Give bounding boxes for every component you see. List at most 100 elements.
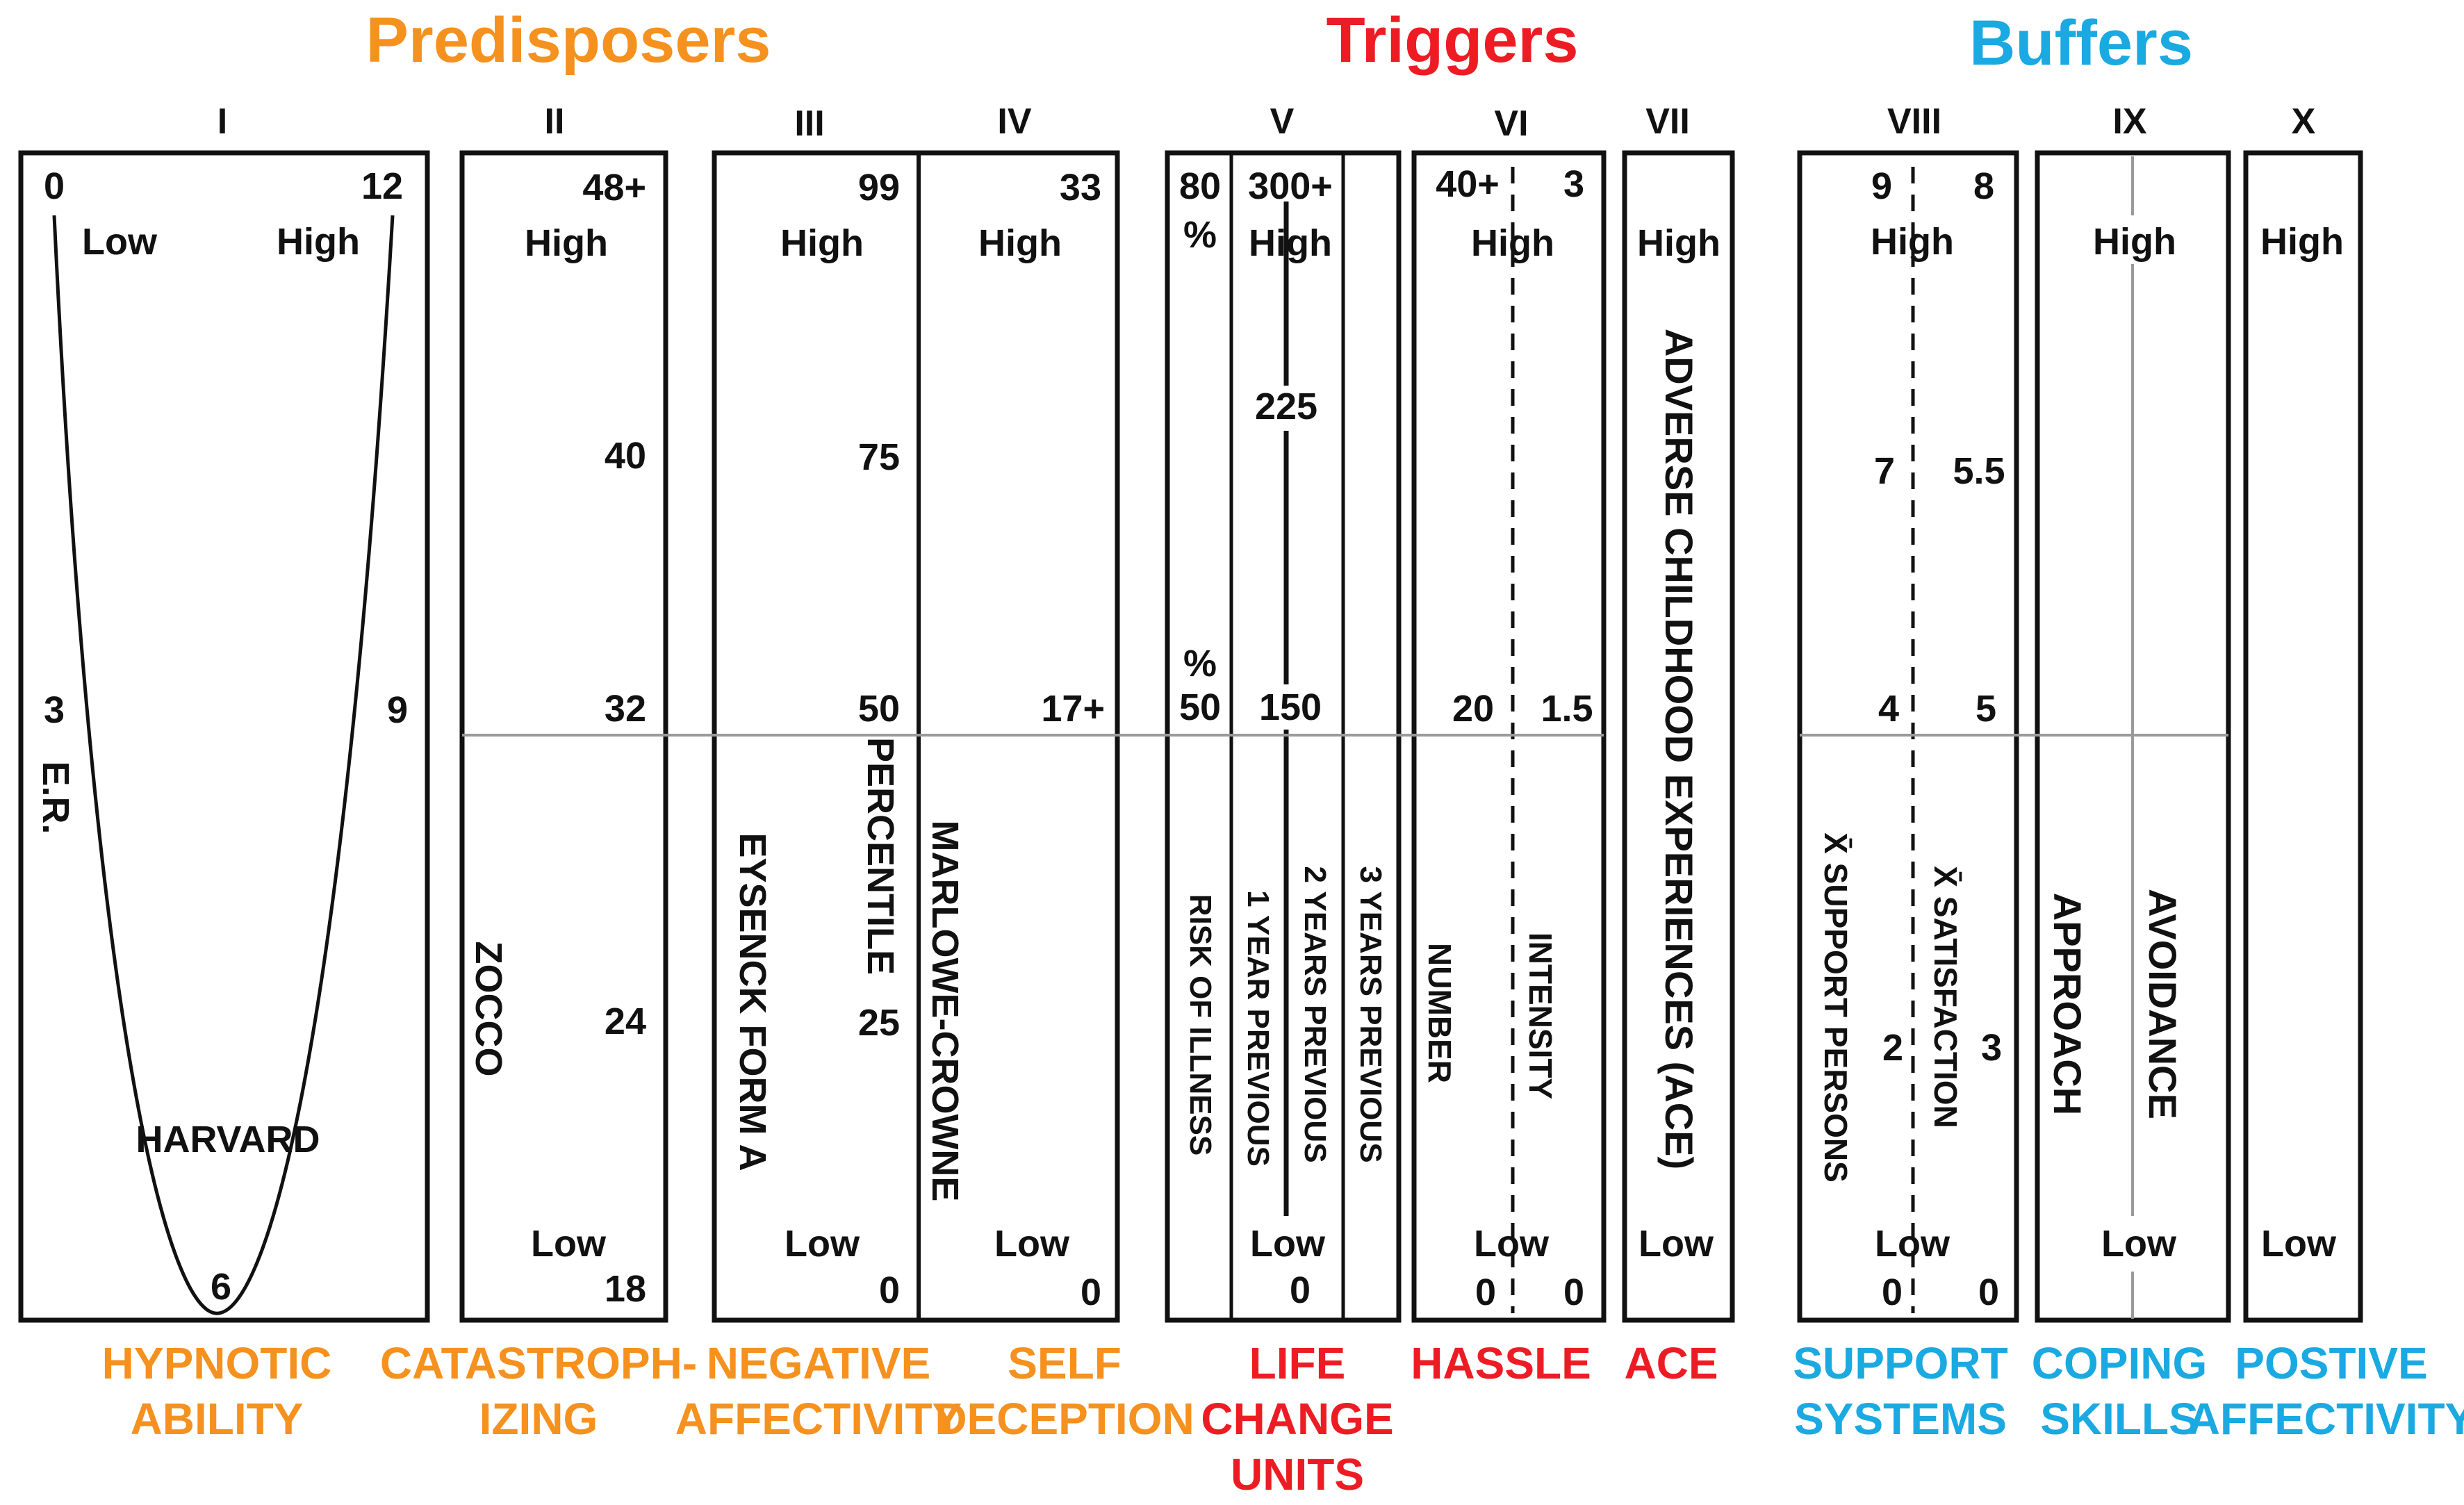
v-pct-sign-top: % [1183,214,1217,256]
vii-low-label: Low [1638,1223,1714,1265]
vi-bottom-left-value: 0 [1475,1272,1497,1313]
box-vii [1622,150,1735,1323]
roman-iii: III [794,104,825,144]
viii-value-7: 7 [1873,450,1896,492]
iii-high-label: High [780,222,864,264]
v-high-label: High [1249,222,1332,264]
vii-high-label: High [1637,222,1720,264]
vi-top-left-value: 40+ [1436,163,1500,205]
footer-line: AFFECTIVITY [675,1394,962,1444]
footer-line: LIFE [1249,1338,1346,1388]
i-high-label: High [277,221,360,263]
v-pct-80: 80 [1178,165,1222,207]
footer-line: DECEPTION [935,1394,1194,1444]
viii-support-persons-label: X̄ SUPPORT PERSONS [1818,832,1854,1183]
vi-bottom-right-value: 0 [1563,1272,1585,1313]
v-value-225: 225 [1254,386,1318,427]
viii-satisfaction-label: X̄ SATISFACTION [1928,866,1964,1128]
footer-support-systems: SUPPORT SYSTEMS [1793,1335,2007,1447]
viii-low-label: Low [1875,1223,1950,1265]
v-pct-50: 50 [1178,686,1222,728]
footer-line: IZING [479,1394,598,1444]
box-x [2243,150,2363,1323]
viii-value-5-5: 5.5 [1953,450,2005,492]
iv-value-17: 17+ [1041,688,1105,730]
footer-negative-affectivity: NEGATIVE AFFECTIVITY [675,1335,962,1447]
footer-line: AFFECTIVITY [2187,1394,2464,1444]
footer-line: SUPPORT [1793,1338,2008,1388]
iv-top-value: 33 [1059,167,1101,208]
ix-low-label: Low [2101,1223,2176,1265]
iii-value-75: 75 [857,436,900,478]
roman-vi: VI [1494,104,1529,144]
roman-i: I [217,101,228,142]
iv-marlowe-label: MARLOWE-CROWNE [924,820,966,1202]
viii-value-2: 2 [1882,1027,1904,1069]
footer-line: ACE [1624,1338,1718,1388]
viii-top-left-value: 9 [1871,165,1893,207]
footer-line: SYSTEMS [1794,1394,2007,1444]
vi-top-right-value: 3 [1563,163,1585,205]
iii-value-50: 50 [857,688,900,730]
i-top-right-value: 12 [361,165,404,207]
i-harvard-label: HARVARD [135,1119,320,1160]
iv-low-label: Low [994,1223,1069,1265]
vi-low-label: Low [1474,1223,1549,1265]
footer-line: SELF [1008,1338,1122,1388]
viii-bottom-right-value: 0 [1978,1272,2000,1313]
roman-ix: IX [2112,101,2147,142]
vi-mid-left-value: 20 [1452,688,1495,730]
viii-bottom-left-value: 0 [1881,1272,1903,1313]
i-top-left-value: 0 [43,165,65,207]
roman-x: X [2291,101,2316,142]
footer-positive-affectivity: POSTIVE AFFECTIVITY [2188,1335,2464,1447]
footer-line: HASSLE [1411,1338,1591,1388]
footer-catastrophizing: CATASTROPH- IZING [380,1335,697,1447]
v-value-0: 0 [1289,1269,1311,1311]
v-value-150: 150 [1258,686,1322,728]
footer-hassle: HASSLE [1411,1335,1591,1391]
footer-line: POSTIVE [2235,1338,2428,1388]
x-low-label: Low [2261,1223,2336,1265]
roman-vii: VII [1645,101,1690,142]
ii-top-value: 48+ [582,167,646,208]
i-mid-right-value: 9 [386,689,409,731]
v-3-years-previous-label: 3 YEARS PREVIOUS [1354,866,1388,1163]
iii-value-0: 0 [878,1269,900,1311]
ix-avoidance-label: AVOIDANCE [2141,889,2185,1119]
roman-v: V [1270,101,1295,142]
footer-line: UNITS [1231,1449,1364,1499]
box-i [18,150,430,1323]
v-low-label: Low [1250,1223,1325,1265]
iv-value-0: 0 [1080,1272,1101,1313]
ii-value-18: 18 [604,1268,646,1310]
iii-top-value: 99 [857,167,900,208]
ii-value-40: 40 [604,435,646,477]
footer-line: NEGATIVE [706,1338,931,1388]
footer-life-change-units: LIFE CHANGE UNITS [1201,1335,1393,1502]
vi-intensity-label: INTENSITY [1522,932,1559,1100]
ii-high-label: High [525,222,608,264]
viii-value-4: 4 [1878,688,1900,730]
footer-line: HYPNOTIC [101,1338,332,1388]
iii-low-label: Low [785,1223,860,1265]
footer-hypnotic-ability: HYPNOTIC ABILITY [102,1335,332,1447]
iii-eysenck-label: EYSENCK FORM A [732,832,773,1171]
x-high-label: High [2260,221,2344,263]
v-pct-sign-mid: % [1183,643,1217,684]
ii-value-24: 24 [604,1001,646,1042]
v-top-value: 300+ [1248,165,1333,207]
footer-coping-skills: COPING SKILLS [2032,1335,2207,1447]
ix-approach-label: APPROACH [2046,892,2089,1116]
roman-ii: II [544,101,565,142]
ii-value-32: 32 [604,688,646,730]
ii-low-label: Low [531,1223,606,1265]
i-mid-left-value: 3 [43,689,65,731]
footer-ace: ACE [1624,1335,1718,1391]
i-low-label: Low [82,221,157,263]
v-2-years-previous-label: 2 YEARS PREVIOUS [1298,866,1332,1163]
footer-line: ABILITY [130,1394,304,1444]
hypnotic-curve [52,215,395,1315]
